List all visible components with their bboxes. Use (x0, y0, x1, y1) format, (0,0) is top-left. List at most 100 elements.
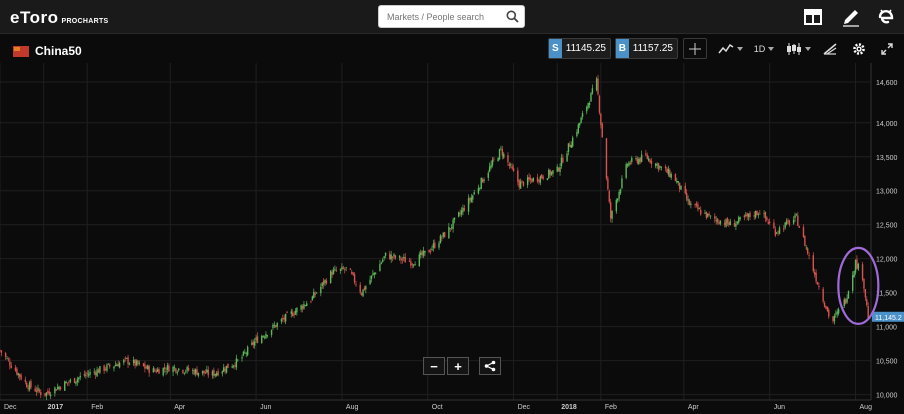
candle-body (825, 305, 827, 309)
candle-body (753, 215, 755, 217)
candle-body (201, 370, 204, 374)
candle-body (608, 190, 610, 202)
candle-body (757, 213, 760, 215)
pencil-icon[interactable] (840, 6, 862, 28)
candle-body (303, 304, 305, 309)
candle-body (567, 143, 570, 152)
candle-body (69, 379, 72, 382)
layout-icon[interactable] (802, 6, 824, 28)
candle-body (341, 266, 343, 270)
candle-body (428, 249, 430, 253)
candle-body (823, 302, 826, 307)
candle-body (645, 153, 647, 156)
candle-body (58, 386, 60, 389)
candle-body (106, 364, 108, 371)
candle-body (398, 255, 401, 258)
candle-body (736, 221, 739, 224)
candle-body (590, 92, 592, 102)
y-tick-label: 10,000 (876, 393, 898, 400)
candle-body (329, 271, 332, 284)
candle-body (7, 359, 10, 361)
fullscreen-button[interactable] (877, 38, 897, 59)
candle-body (76, 378, 79, 383)
candle-body (113, 366, 115, 369)
candle-body (709, 215, 712, 217)
candle-body (500, 147, 502, 149)
candle-body (207, 369, 209, 376)
candle-body (335, 270, 337, 271)
candle-body (472, 195, 474, 200)
candle-body (370, 275, 373, 279)
candle-body (401, 259, 404, 260)
candle-body (127, 357, 129, 365)
candle-body (128, 363, 131, 365)
settings-button[interactable] (849, 38, 869, 59)
chart-type-button[interactable] (785, 38, 811, 59)
candle-body (116, 364, 118, 366)
drawing-button[interactable] (820, 38, 840, 59)
candle-body (566, 153, 568, 162)
candle-body (300, 305, 302, 310)
candle-body (846, 298, 848, 303)
sell-button[interactable]: S 11145.25 (548, 38, 611, 59)
candle-body (89, 371, 91, 375)
candle-body (182, 369, 184, 373)
share-button[interactable] (479, 357, 501, 375)
search-icon[interactable] (505, 9, 520, 24)
price-chart[interactable]: 14,600 14,000 13,500 13,000 12,500 12,000 11,5… (0, 63, 904, 414)
candle-body (498, 149, 501, 160)
candle-body (716, 218, 719, 223)
search-box[interactable] (378, 5, 525, 28)
candle-body (836, 311, 838, 315)
top-bar: eToro PROCHARTS (0, 0, 904, 34)
candle-body (656, 164, 658, 166)
brand-logo[interactable]: eToro PROCHARTS (10, 8, 109, 28)
candle-body (460, 210, 463, 215)
candle-body (729, 221, 731, 226)
candle-body (815, 272, 817, 282)
candle-body (286, 311, 288, 313)
etoro-e-icon[interactable] (875, 6, 897, 28)
candle-body (844, 299, 847, 304)
candle-body (20, 375, 22, 380)
indicators-button[interactable] (716, 38, 744, 59)
candle-body (764, 212, 767, 219)
candle-body (55, 389, 57, 391)
candle-body (647, 158, 650, 161)
candle-body (145, 367, 148, 369)
candle-body (728, 222, 730, 225)
candle-body (655, 163, 657, 166)
candle-body (626, 164, 629, 166)
x-tick-label: 2018 (561, 404, 577, 411)
x-tick-label: Feb (91, 404, 103, 411)
instrument-name[interactable]: China50 (35, 44, 82, 58)
candle-body (473, 192, 475, 195)
crosshair-button[interactable] (683, 38, 707, 59)
candle-body (595, 78, 598, 91)
zoom-out-button[interactable]: − (423, 357, 445, 375)
candle-body (35, 390, 38, 393)
candle-body (861, 264, 864, 280)
candle-body (40, 392, 42, 396)
zoom-in-button[interactable]: + (447, 357, 469, 375)
buy-button[interactable]: B 11157.25 (615, 38, 678, 59)
candle-body (657, 163, 660, 170)
x-tick-label: Dec (518, 404, 531, 411)
highlight-ellipse (837, 246, 880, 325)
search-input[interactable] (387, 10, 505, 24)
candle-body (636, 158, 639, 164)
candle-body (571, 137, 574, 147)
candle-body (438, 243, 440, 248)
timeframe-select[interactable]: 1D (751, 38, 777, 59)
candle-body (414, 264, 416, 266)
candle-body (172, 366, 174, 373)
candle-body (546, 178, 549, 181)
candle-body (518, 180, 520, 188)
candle-body (255, 337, 257, 341)
candle-body (394, 255, 397, 259)
candle-body (697, 204, 699, 210)
brand-logo-text: eToro (10, 8, 59, 27)
candle-body (685, 192, 688, 200)
candle-body (601, 123, 603, 138)
candle-body (365, 286, 367, 290)
